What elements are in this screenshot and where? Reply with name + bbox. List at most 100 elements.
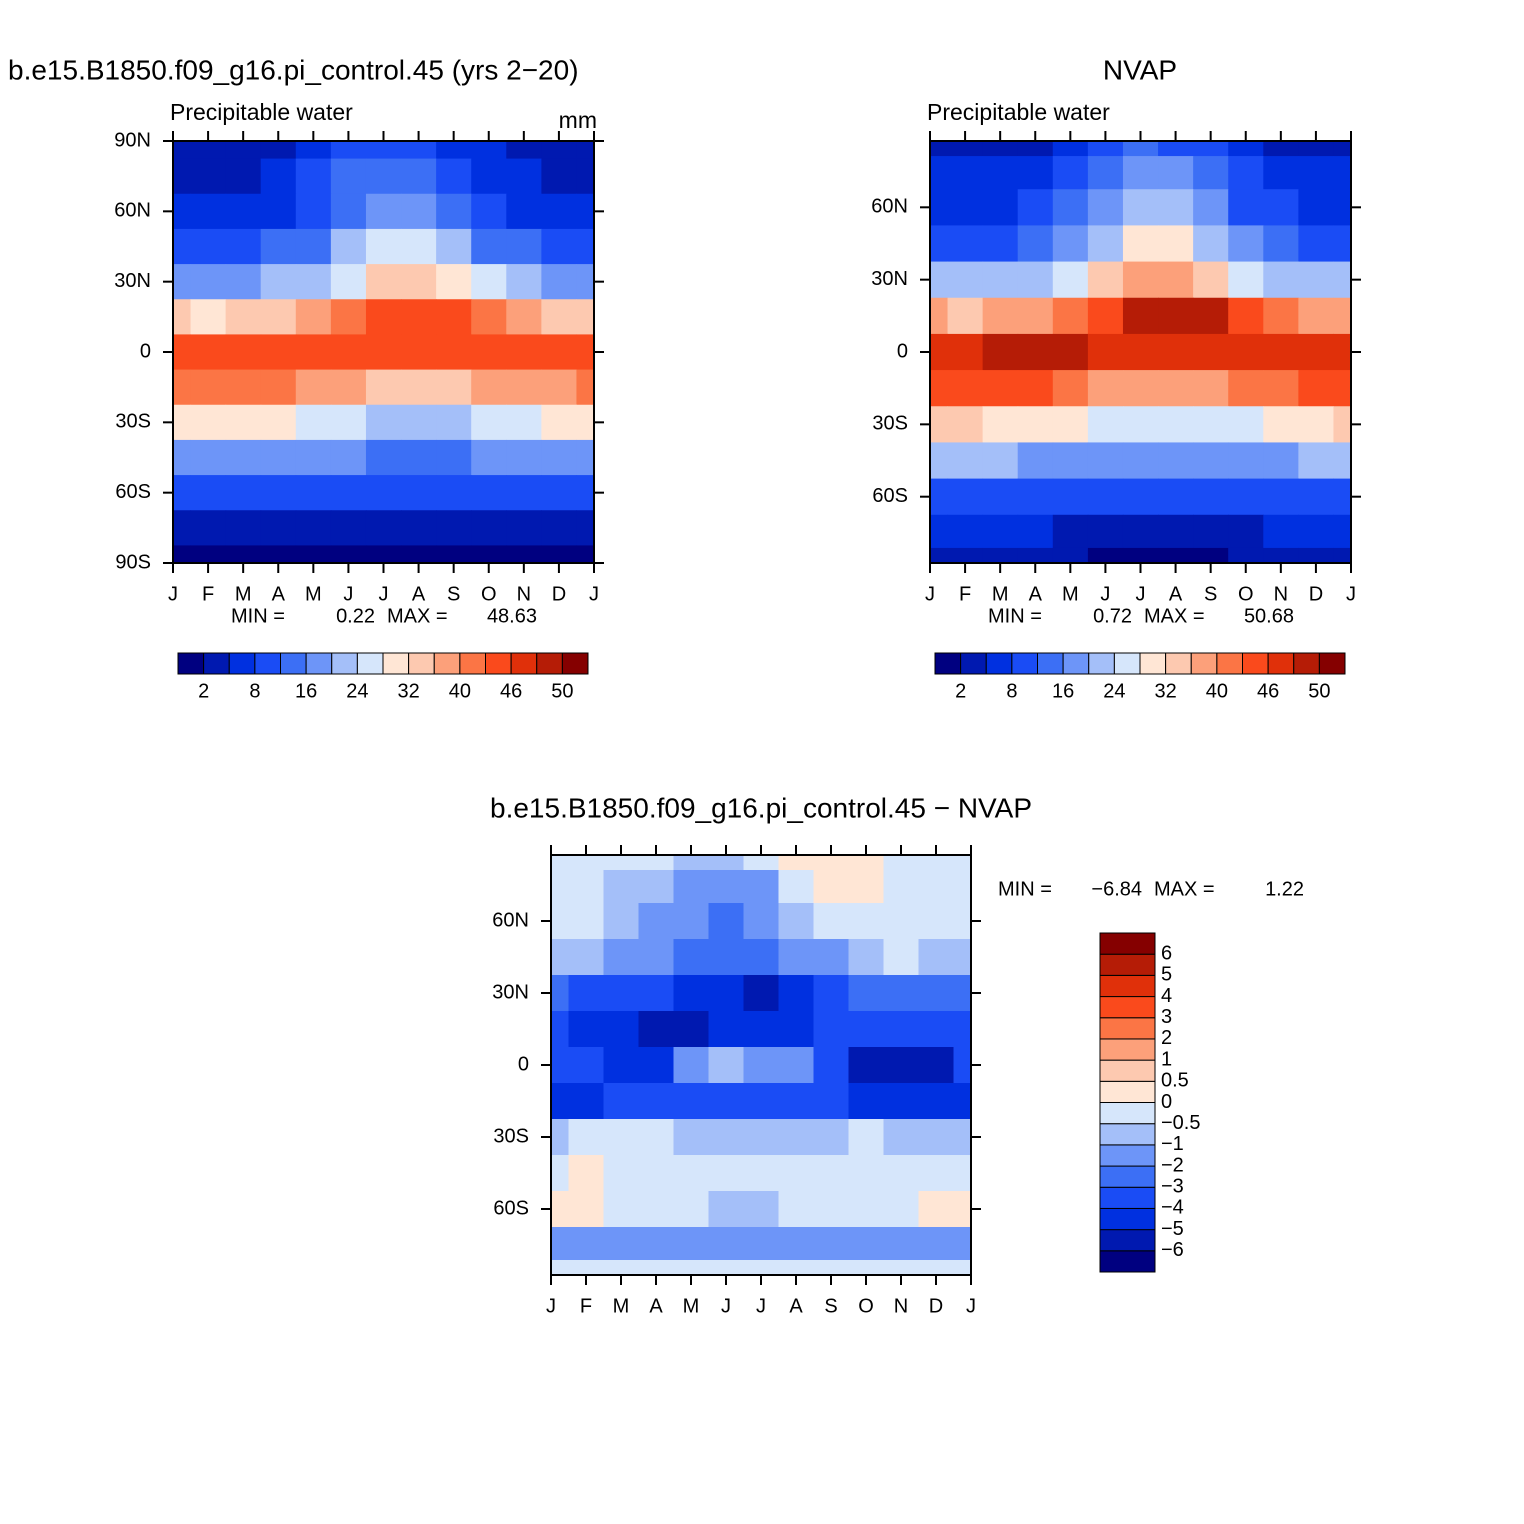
contour-cell	[813, 1119, 849, 1156]
contour-cell	[551, 1083, 569, 1120]
contour-cell	[1298, 297, 1334, 335]
contour-cell	[708, 1047, 744, 1084]
contour-cell	[1158, 189, 1194, 226]
contour-cell	[813, 939, 849, 976]
contour-cell	[813, 1083, 849, 1120]
contour-cell	[471, 299, 507, 335]
colorbar-box	[1099, 1250, 1156, 1273]
contour-cell	[848, 1083, 884, 1120]
contour-field	[930, 141, 1352, 564]
colorbar-label: 16	[1052, 680, 1074, 702]
contour-cell	[436, 299, 472, 335]
contour-cell	[1017, 261, 1054, 299]
contour-cell	[401, 264, 437, 300]
contour-cell	[1122, 478, 1159, 516]
x-tick-label: S	[824, 1295, 837, 1317]
contour-cell	[568, 1191, 604, 1228]
contour-cell	[1158, 406, 1194, 443]
colorbar-label: −5	[1161, 1218, 1184, 1240]
contour-cell	[1158, 333, 1194, 371]
contour-cell	[1263, 478, 1299, 516]
contour-cell	[1298, 547, 1334, 564]
contour-cell	[551, 1191, 569, 1228]
contour-cell	[260, 510, 297, 546]
contour-cell	[982, 141, 1019, 157]
contour-cell	[603, 1155, 639, 1192]
contour-cell	[673, 870, 709, 904]
contour-cell	[401, 510, 437, 546]
contour-cell	[743, 1083, 779, 1120]
min-value: 0.22	[336, 605, 375, 627]
contour-cell	[1052, 261, 1089, 299]
colorbar-box	[1190, 652, 1218, 675]
contour-cell	[568, 975, 604, 1012]
contour-cell	[1122, 333, 1159, 371]
contour-cell	[365, 439, 402, 476]
contour-cell	[436, 545, 472, 564]
x-tick-label: A	[272, 583, 286, 605]
contour-cell	[708, 1155, 744, 1192]
contour-cell	[1298, 478, 1334, 516]
x-tick-label: M	[1062, 583, 1079, 605]
contour-cell	[947, 547, 984, 564]
colorbar-box	[177, 652, 205, 675]
colorbar-box	[1037, 652, 1064, 675]
contour-cell	[1333, 547, 1352, 564]
contour-cell	[225, 510, 262, 546]
contour-cell	[173, 264, 192, 300]
contour-cell	[173, 404, 192, 441]
contour-cell	[883, 1260, 919, 1276]
contour-cell	[1193, 442, 1229, 480]
contour-cell	[930, 261, 949, 299]
contour-cell	[190, 334, 227, 371]
contour-cell	[918, 855, 954, 871]
contour-cell	[190, 369, 227, 406]
contour-cell	[708, 1227, 744, 1261]
contour-cell	[576, 404, 595, 441]
chart-title: b.e15.B1850.f09_g16.pi_control.45 (yrs 2…	[8, 54, 579, 85]
colorbar-label: 4	[1161, 985, 1172, 1007]
contour-cell	[930, 406, 949, 443]
contour-cell	[225, 158, 262, 195]
contour-cell	[551, 1047, 569, 1084]
contour-cell	[568, 1011, 604, 1048]
contour-cell	[708, 975, 744, 1012]
contour-cell	[365, 193, 402, 230]
contour-cell	[260, 141, 297, 160]
contour-cell	[1228, 547, 1264, 564]
contour-cell	[953, 1047, 972, 1084]
contour-cell	[813, 1155, 849, 1192]
contour-cell	[1087, 225, 1124, 263]
contour-cell	[1263, 261, 1299, 299]
contour-cell	[551, 1011, 569, 1048]
contour-cell	[506, 228, 542, 265]
x-tick-label: N	[1274, 583, 1288, 605]
x-tick-label: J	[379, 583, 389, 605]
contour-cell	[982, 297, 1019, 335]
contour-cell	[603, 903, 639, 940]
contour-cell	[1263, 225, 1299, 263]
contour-cell	[576, 158, 595, 195]
contour-cell	[953, 1191, 972, 1228]
contour-cell	[401, 228, 437, 265]
contour-cell	[638, 1227, 674, 1261]
contour-cell	[953, 1155, 972, 1192]
contour-cell	[743, 975, 779, 1012]
contour-cell	[541, 545, 577, 564]
y-tick-label: 60S	[115, 481, 151, 503]
contour-cell	[190, 510, 227, 546]
contour-cell	[778, 1260, 814, 1276]
x-tick-label: D	[929, 1295, 943, 1317]
contour-cell	[947, 514, 984, 549]
contour-cell	[401, 158, 437, 195]
contour-cell	[930, 370, 949, 407]
contour-cell	[401, 299, 437, 335]
contour-cell	[947, 333, 984, 371]
min-label: MIN =	[988, 605, 1042, 627]
colorbar-box	[1099, 1186, 1156, 1209]
contour-cell	[1228, 442, 1264, 480]
contour-cell	[947, 297, 984, 335]
contour-cell	[1228, 141, 1264, 157]
contour-cell	[982, 370, 1019, 407]
contour-cell	[1193, 547, 1229, 564]
